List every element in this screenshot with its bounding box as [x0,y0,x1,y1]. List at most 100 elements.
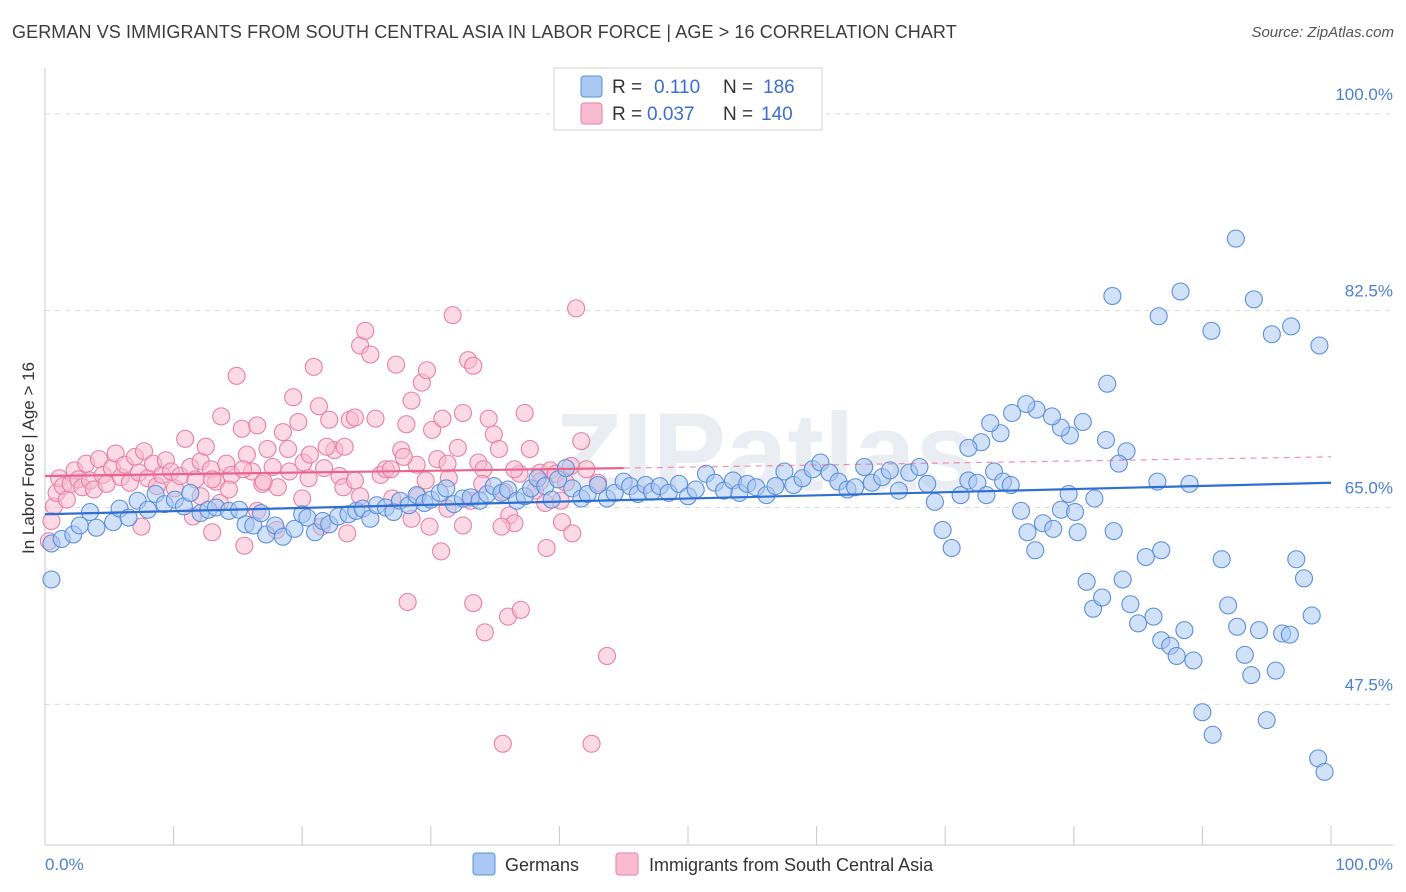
germans-point-105 [910,457,929,477]
immigrants-point-133 [552,513,572,532]
legend-n-label-1: N = [723,77,753,98]
y-tick-labels: 47.5% 65.0% 82.5% 100.0% [1335,85,1393,695]
germans-point-62 [542,490,561,509]
immigrants-point-129 [492,517,511,536]
immigrants-point-6 [57,490,76,509]
germans-point-127 [1093,588,1112,607]
immigrants-trend-extension [623,456,1332,469]
immigrants-point-132 [537,538,556,558]
immigrants-point-112 [132,517,151,536]
immigrants-point-49 [258,439,277,459]
germans-point-169 [1003,403,1022,423]
trend-lines [44,456,1332,516]
germans-point-176 [1171,282,1190,301]
immigrants-point-86 [448,438,467,457]
germans-point-128 [1104,522,1123,541]
germans-point-178 [1226,229,1245,248]
germans-point-158 [1180,474,1199,493]
germans-point-137 [1175,621,1194,640]
germans-point-140 [1203,725,1222,744]
germans-point-89 [766,477,785,496]
germans-point-90 [775,462,794,481]
germans-point-143 [1228,617,1247,636]
immigrants-point-37 [196,437,215,456]
immigrants-point-50 [263,457,282,477]
source-label: Source: ZipAtlas.com [1251,24,1394,41]
germans-point-150 [1280,625,1299,644]
germans-point-138 [1184,651,1203,670]
germans-point-6 [87,518,106,537]
immigrants-point-83 [433,409,452,428]
immigrants-point-143 [300,445,319,464]
series-swatch-immigrants [615,852,639,876]
immigrants-point-60 [315,459,334,478]
immigrants-point-127 [453,516,473,535]
immigrants-point-156 [398,592,417,612]
germans-point-119 [1026,541,1045,560]
germans-point-182 [1310,336,1329,355]
legend-swatch-germans [580,75,603,98]
y-tick-label-3: 100.0% [1335,85,1393,104]
x-tick-label-min: 0.0% [45,855,84,874]
germans-point-151 [1287,550,1306,569]
immigrants-point-158 [597,646,617,666]
correlation-legend: R = 0.110 N = 186 R = 0.037 N = 140 [553,67,823,131]
x-tick-labels: 0.0% 100.0% [45,855,1393,874]
germans-point-177 [1202,321,1221,340]
immigrants-point-114 [203,523,222,542]
germans-point-181 [1282,317,1301,336]
germans-point-171 [981,414,1000,433]
immigrants-point-87 [453,403,473,423]
germans-point-106 [918,474,937,493]
immigrants-point-57 [299,469,318,488]
immigrants-point-146 [345,471,364,490]
germans-point-132 [1136,547,1155,567]
immigrants-point-69 [361,345,380,364]
germans-point-179 [1244,290,1263,309]
immigrants-point-70 [366,409,385,428]
germans-point-144 [1235,645,1254,664]
legend-swatch-immigrants [580,102,603,125]
germans-point-146 [1249,621,1269,640]
legend-r-value-1: 0.110 [654,77,700,98]
immigrants-point-157 [493,734,512,753]
germans-point-180 [1262,325,1281,344]
germans-point-145 [1242,666,1261,685]
germans-point-160 [1109,454,1128,473]
immigrants-point-53 [279,439,298,459]
germans-point-1 [42,570,61,589]
immigrants-trend-line [44,467,624,478]
immigrants-point-54 [284,388,303,407]
germans-point-131 [1129,614,1148,633]
germans-point-16 [181,483,200,502]
germans-point-183 [1098,374,1117,393]
immigrants-point-33 [176,429,195,448]
immigrants-point-144 [317,437,336,456]
immigrants-point-66 [345,408,364,427]
immigrants-point-68 [356,321,375,340]
immigrants-point-76 [397,415,416,434]
immigrants-point-59 [309,397,328,416]
germans-trend-line [44,481,1332,516]
x-tick-label-max: 100.0% [1335,855,1393,874]
germans-point-103 [889,481,908,500]
germans-point-129 [1113,570,1132,589]
immigrants-point-52 [273,423,292,442]
germans-point-156 [1152,541,1171,560]
germans-point-174 [1103,286,1122,306]
legend-r-value-2: 0.037 [647,104,695,125]
germans-point-116 [1001,475,1020,495]
germans-point-24 [251,504,271,523]
germans-point-102 [880,461,899,480]
germans-point-78 [669,474,689,493]
immigrants-point-40 [212,407,231,426]
series-label-immigrants: Immigrants from South Central Asia [649,855,934,875]
germans-point-162 [1085,489,1104,508]
germans-point-152 [1294,569,1314,588]
immigrants-point-125 [432,542,451,561]
immigrants-point-118 [293,489,312,508]
immigrants-point-81 [423,420,442,439]
chart-title: GERMAN VS IMMIGRANTS FROM SOUTH CENTRAL … [12,22,957,42]
immigrants-point-92 [479,409,498,428]
series-swatch-germans [472,852,496,876]
